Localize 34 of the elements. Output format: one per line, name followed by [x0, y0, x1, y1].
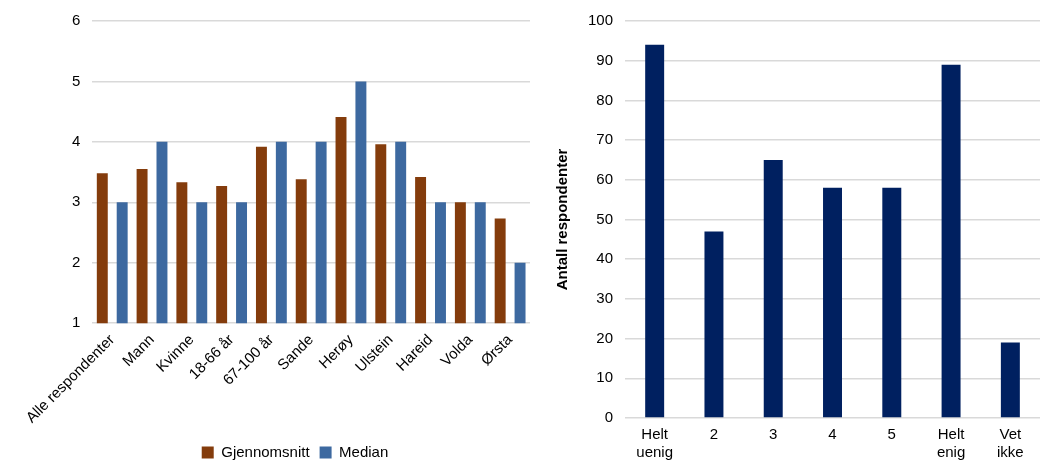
bar [704, 231, 724, 418]
y-tick-label: 60 [596, 169, 614, 187]
x-tick-label: 5 [887, 425, 896, 443]
y-tick-label: 4 [72, 131, 81, 149]
y-tick-label: 5 [72, 71, 81, 89]
bar [941, 64, 961, 418]
y-tick-label: 0 [604, 408, 614, 426]
bar [823, 187, 842, 418]
x-tick-label: 3 [769, 425, 778, 443]
x-tick-label: Helt enig [936, 425, 966, 461]
y-tick-label: 70 [596, 130, 614, 148]
y-tick-label: 90 [596, 50, 614, 68]
x-tick-label: 4 [828, 425, 837, 443]
bar [645, 44, 665, 418]
y-tick-label: 30 [596, 289, 614, 307]
y-tick-label: 1 [72, 313, 81, 331]
y-tick-label: 100 [588, 11, 614, 29]
bar [763, 159, 783, 418]
legend-label: Median [339, 442, 389, 460]
bar [882, 187, 902, 418]
y-axis-title: Antall respondenter [553, 148, 571, 291]
y-tick-label: 6 [72, 11, 81, 29]
x-tick-label: 2 [709, 425, 719, 443]
y-tick-label: 2 [72, 252, 81, 270]
bar [1000, 342, 1020, 418]
y-tick-label: 50 [596, 209, 614, 227]
x-tick-label: Helt uenig [636, 425, 674, 461]
legend-label: Gjennomsnitt [221, 442, 311, 460]
y-tick-label: 80 [596, 90, 614, 108]
y-tick-label: 40 [596, 249, 614, 267]
y-tick-label: 10 [596, 368, 614, 386]
y-tick-label: 3 [72, 192, 81, 210]
x-tick-label: Vet ikke [997, 425, 1024, 461]
y-tick-label: 20 [596, 328, 614, 346]
